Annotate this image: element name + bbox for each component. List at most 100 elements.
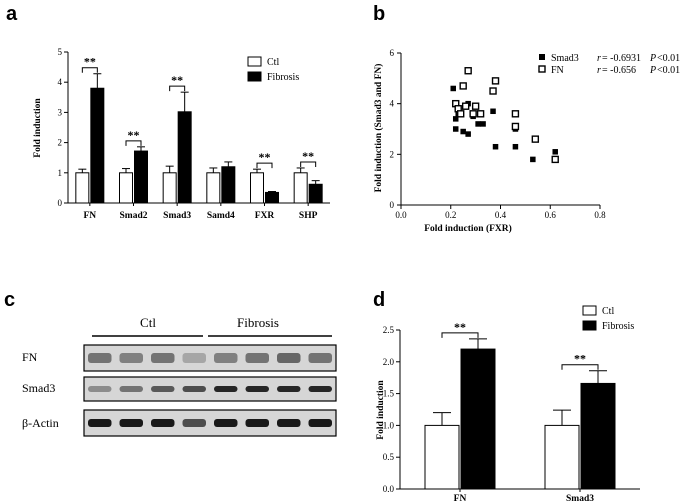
blot-band <box>308 419 332 427</box>
panel-a-y-tick-label: 1 <box>58 168 63 178</box>
panel-b-point-fn <box>491 77 500 85</box>
panel-b-point-smad3 <box>465 131 471 137</box>
panel-d-legend-label-fibrosis: Fibrosis <box>602 321 634 332</box>
blot-band <box>119 353 143 363</box>
panel-letter-a: a <box>6 3 18 25</box>
panel-a-bar-fibrosis <box>221 166 236 204</box>
panel-b-x-tick-label: 0.6 <box>545 210 557 220</box>
panel-b-x-tick-label: 0.4 <box>495 210 507 220</box>
blot-band <box>88 419 112 427</box>
blot-band <box>277 386 301 392</box>
panel-b-p-value: <0.01 <box>657 65 680 76</box>
panel-a-category-label: Smad2 <box>120 211 148 221</box>
panel-b-p-label: P <box>649 65 656 76</box>
panel-b-point-fn <box>464 67 472 75</box>
panel-b-point-fn <box>476 110 485 118</box>
panel-d-y-tick-label: 1.0 <box>383 420 395 430</box>
blot-band <box>277 353 301 363</box>
panel-b-y-tick-label: 4 <box>390 99 395 109</box>
panel-d-bar-chart: Fold induction 0.0 0.5 1.0 1.5 2.0 2.5 FN ** Sma… <box>376 305 640 504</box>
panel-b-point-fn <box>459 82 467 90</box>
panel-a-significance-bracket <box>300 161 317 167</box>
panel-d-y-tick-label: 2.5 <box>383 325 395 335</box>
panel-c-western-blot: Ctl Fibrosis FN Smad3 β-Actin <box>22 315 337 437</box>
panel-letter-b: b <box>373 3 385 25</box>
blot-band <box>277 419 301 427</box>
panel-b-y-tick-label: 0 <box>390 200 395 210</box>
panel-b-r-value: = -0.656 <box>602 65 636 76</box>
panel-b-y-tick-label: 6 <box>390 48 395 58</box>
blot-band <box>245 386 269 392</box>
panel-d-y-tick-label: 0.0 <box>383 484 395 494</box>
blot-band <box>119 419 143 427</box>
panel-b-point-smad3 <box>530 156 536 163</box>
panel-b-point-smad3 <box>492 143 499 150</box>
panel-a-bar-chart: Fold induction 0 1 2 3 4 5 FN ** Smad2 ** Smad3 ** S… <box>33 47 330 221</box>
blot-band <box>214 386 238 392</box>
panel-b-point-smad3 <box>480 121 486 127</box>
blot-band <box>245 353 269 363</box>
panel-b-p-value: <0.01 <box>657 53 680 64</box>
panel-d-legend-swatch-fibrosis <box>582 320 597 331</box>
panel-a-category-label: Samd4 <box>207 211 235 221</box>
panel-b-point-fn <box>531 135 540 143</box>
panel-letter-c: c <box>4 289 15 311</box>
panel-b-point-fn <box>461 102 470 110</box>
blot-row-label-fn: FN <box>22 350 38 364</box>
panel-a-bar-fibrosis <box>308 183 323 204</box>
panel-d-significance-bracket <box>561 364 599 370</box>
blot-band <box>151 386 175 392</box>
blot-group-label-fibrosis: Fibrosis <box>237 315 279 330</box>
blot-band <box>119 386 143 392</box>
panel-b-point-fn <box>551 155 559 164</box>
panel-b-point-smad3 <box>475 121 481 127</box>
blot-band <box>308 386 332 392</box>
panel-a-legend-label-ctl: Ctl <box>267 57 279 68</box>
panel-a-bar-ctl <box>206 172 221 204</box>
panel-a-bar-ctl <box>119 172 133 204</box>
panel-a-significance-bracket <box>81 67 98 73</box>
panel-a-category-label: Smad3 <box>163 211 191 221</box>
panel-b-point-fn <box>511 110 520 118</box>
blot-band <box>182 419 206 427</box>
panel-b-point-fn <box>511 122 520 131</box>
panel-b-x-tick-label: 0.0 <box>395 210 407 220</box>
panel-a-significance-label: ** <box>259 150 271 164</box>
panel-a-bar-ctl <box>75 172 90 204</box>
panel-a-significance-bracket <box>169 85 186 92</box>
panel-b-point-fn <box>457 110 465 118</box>
panel-b-y-tick-label: 2 <box>390 149 395 159</box>
panel-b-x-tick-label: 0.8 <box>594 210 606 220</box>
panel-b-r-label: r <box>597 53 601 64</box>
panel-d-category-label: Smad3 <box>566 494 594 504</box>
panel-b-point-smad3 <box>460 128 466 135</box>
panel-b-point-fn <box>471 102 480 110</box>
panel-b-scatter-plot: Fold induction (Smad3 and FN) Fold induc… <box>373 48 680 234</box>
blot-band <box>88 386 112 392</box>
panel-d-significance-label: ** <box>574 352 586 366</box>
panel-a-bar-ctl <box>250 172 264 204</box>
panel-a-y-tick-label: 0 <box>58 198 63 208</box>
panel-b-point-smad3 <box>552 149 558 155</box>
panel-b-point-smad3 <box>450 85 456 92</box>
panel-a-category-label: FN <box>83 211 96 221</box>
panel-b-point-smad3 <box>452 126 459 132</box>
panel-d-bar-ctl <box>424 424 460 490</box>
panel-b-r-value: = -0.6931 <box>602 53 641 64</box>
blot-band <box>182 386 206 392</box>
blot-band <box>88 353 112 363</box>
blot-band <box>151 419 175 427</box>
panel-b-legend-marker-fn <box>538 65 546 73</box>
panel-a-legend-label-fibrosis: Fibrosis <box>267 72 299 83</box>
panel-a-legend-swatch-ctl <box>247 56 262 67</box>
panel-b-point-smad3 <box>452 116 459 122</box>
panel-d-y-tick-label: 2.0 <box>383 357 395 367</box>
panel-b-legend-label-fn: FN <box>551 65 564 76</box>
panel-a-y-tick-label: 4 <box>58 77 63 87</box>
panel-a-y-tick-label: 2 <box>58 138 63 148</box>
panel-a-category-label: SHP <box>299 211 318 221</box>
panel-a-significance-label: ** <box>84 55 96 69</box>
panel-a-bar-fibrosis <box>90 87 105 204</box>
panel-b-point-fn <box>489 87 497 95</box>
panel-a-bar-fibrosis <box>134 150 148 204</box>
